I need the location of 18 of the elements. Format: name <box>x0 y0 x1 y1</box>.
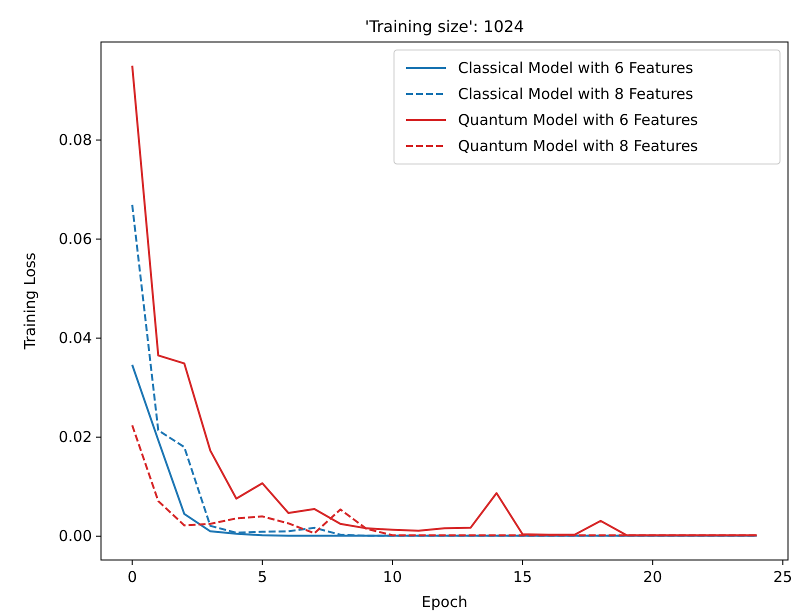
x-tick-label: 20 <box>643 568 662 586</box>
y-tick-label: 0.06 <box>58 230 92 248</box>
x-tick-label: 10 <box>382 568 402 586</box>
y-axis-title: Training Loss <box>21 252 39 350</box>
legend-label: Quantum Model with 8 Features <box>458 137 698 155</box>
y-tick-label: 0.02 <box>58 428 92 446</box>
x-tick-label: 0 <box>127 568 137 586</box>
x-tick-label: 15 <box>513 568 532 586</box>
legend-label: Classical Model with 8 Features <box>458 85 694 103</box>
y-tick-label: 0.00 <box>58 527 92 546</box>
x-tick-label: 25 <box>773 568 792 586</box>
y-tick-label: 0.08 <box>58 131 92 150</box>
legend-label: Quantum Model with 6 Features <box>458 111 698 129</box>
y-tick-label: 0.04 <box>58 329 92 348</box>
x-tick-label: 5 <box>258 568 268 586</box>
x-axis-title: Epoch <box>422 593 468 611</box>
chart-title: 'Training size': 1024 <box>364 17 524 36</box>
legend-label: Classical Model with 6 Features <box>458 59 694 77</box>
